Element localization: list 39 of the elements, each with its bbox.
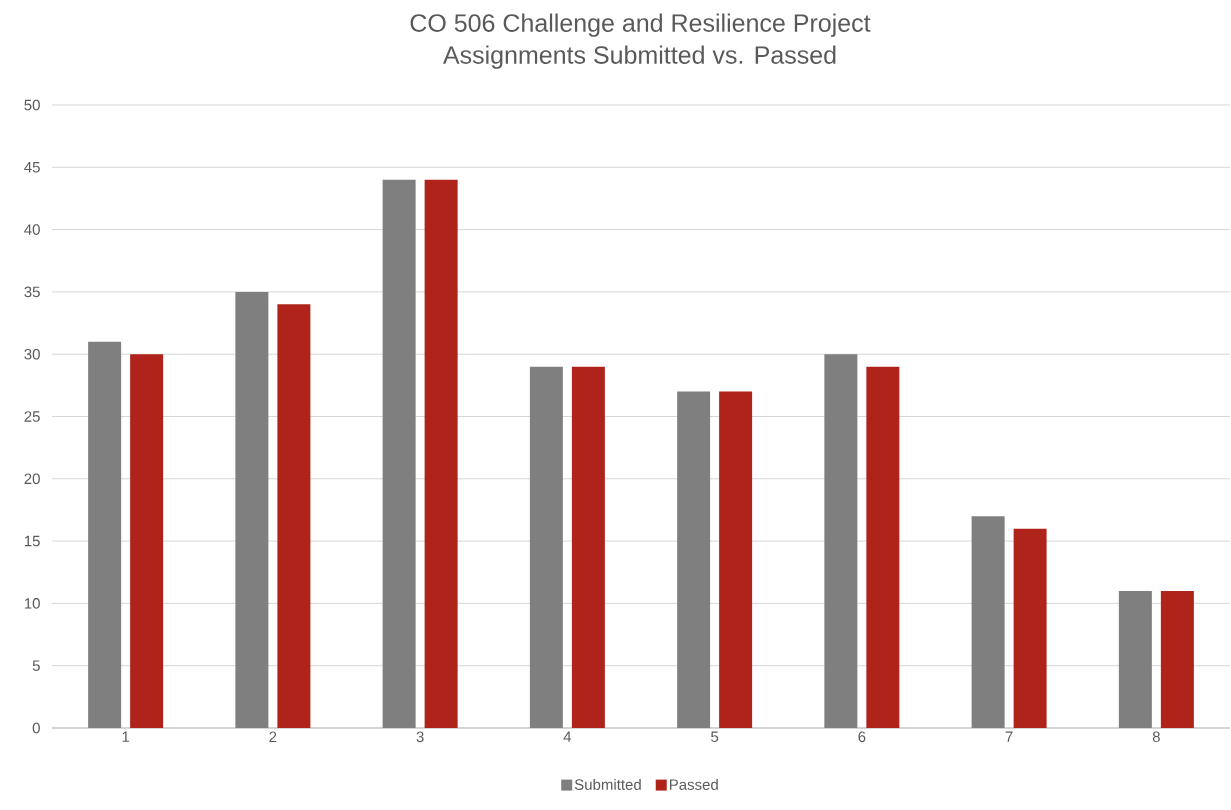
bar — [1118, 590, 1152, 728]
bar — [277, 304, 311, 728]
y-tick-label: 10 — [24, 598, 40, 609]
bar — [130, 354, 164, 728]
x-tick-label: 1 — [122, 731, 130, 742]
bar — [529, 366, 563, 728]
x-tick-label: 6 — [858, 731, 866, 743]
bar — [382, 179, 416, 728]
bar — [235, 291, 269, 728]
bar — [1160, 590, 1194, 728]
y-tick-label: 20 — [24, 473, 40, 485]
bar — [719, 391, 753, 728]
bar — [824, 354, 858, 728]
bar — [971, 516, 1005, 728]
y-tick-label: 5 — [32, 660, 40, 671]
x-tick-label: 7 — [1005, 731, 1013, 742]
y-tick-label: 40 — [24, 224, 40, 235]
y-tick-label: 45 — [24, 162, 40, 173]
legend-label: Submitted — [574, 778, 641, 790]
x-tick-label: 5 — [711, 731, 719, 742]
y-tick-label: 35 — [24, 286, 40, 298]
x-tick-label: 3 — [416, 731, 424, 743]
x-tick-label: 4 — [563, 731, 572, 742]
chart-title: CO 506 Challenge and Resilience Project — [410, 13, 871, 37]
y-tick-label: 30 — [24, 348, 40, 360]
y-tick-label: 15 — [24, 535, 40, 547]
y-tick-label: 50 — [24, 99, 40, 111]
x-tick-label: 2 — [269, 731, 277, 742]
bar — [1013, 528, 1047, 728]
bar — [677, 391, 711, 728]
bar — [88, 341, 122, 728]
bar — [424, 179, 458, 728]
bar — [866, 366, 900, 728]
bar — [571, 366, 605, 728]
chart-subtitle: Assignments Submitted vs. Passed — [442, 45, 836, 69]
x-tick-label: 8 — [1152, 731, 1160, 743]
y-tick-label: 0 — [32, 722, 40, 734]
y-tick-label: 25 — [24, 411, 40, 422]
legend-label: Passed — [669, 778, 718, 790]
